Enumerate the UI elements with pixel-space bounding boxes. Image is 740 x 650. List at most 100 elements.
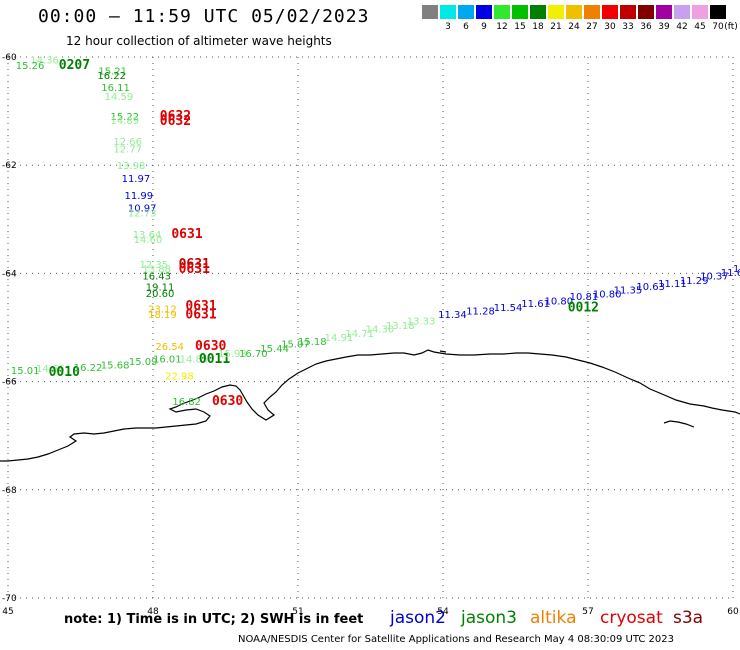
wave-height-label: 14.71	[345, 329, 374, 340]
scale-swatch	[476, 5, 492, 19]
scale-swatch	[710, 5, 726, 19]
scale-label: 27	[586, 22, 598, 32]
wave-height-label: 14.60	[134, 235, 163, 246]
wave-height-label: 12.35	[139, 260, 168, 271]
wave-height-label: 14.89	[110, 116, 139, 127]
wave-height-label: 15.93	[218, 349, 247, 360]
wave-height-label: 15.21	[98, 67, 127, 78]
wave-height-label: 15.07	[281, 340, 310, 351]
wave-height-label: 12.77	[113, 144, 142, 155]
scale-label: 45	[694, 22, 706, 32]
scale-swatch	[566, 5, 582, 19]
wave-height-label: 13.64	[133, 230, 162, 241]
wave-height-label: 10.80	[593, 289, 622, 300]
color-scale-legend: 3 6 9 12 15 18 21 24 27 30 33 36 39 42 45 70 (ft)	[422, 5, 740, 35]
wave-height-label: 16.01	[153, 354, 182, 365]
wave-height-label: 11.99	[124, 191, 153, 202]
antarctic-coastline	[0, 349, 740, 462]
wave-height-label: 15.22	[110, 112, 139, 123]
wave-height-label: 14.30	[366, 325, 395, 336]
wave-height-label: 22.98	[165, 372, 194, 383]
pass-time-label: 0011	[199, 352, 230, 367]
wave-height-label: 11.34	[438, 310, 467, 321]
wave-height-label: 15.26	[16, 61, 45, 72]
scale-label: 36	[640, 22, 652, 32]
lon-tick-label: 45	[2, 607, 13, 617]
scale-swatch	[602, 5, 618, 19]
lon-tick-label: 60	[727, 607, 739, 617]
scale-unit: (ft)	[724, 22, 738, 32]
coastline	[0, 349, 740, 462]
pass-time-label: 0010	[49, 365, 80, 380]
wave-height-label: 15.09	[129, 357, 158, 368]
scale-label: 15	[514, 22, 526, 32]
lat-tick-label: -66	[2, 378, 17, 388]
wave-height-label: 18.19	[148, 310, 177, 321]
wave-height-label: 15.01	[11, 366, 40, 377]
scale-swatch	[656, 5, 672, 19]
wave-height-label: 16.11	[101, 83, 130, 94]
wave-height-label: 14.91	[325, 333, 354, 344]
wave-height-label: 10.63	[636, 282, 665, 293]
wave-height-label: 11.54	[494, 303, 523, 314]
scale-swatch	[692, 5, 708, 19]
scale-label: 3	[445, 22, 451, 32]
wave-height-label: 15.18	[298, 337, 327, 348]
pass-time-label: 0207	[59, 58, 90, 73]
scale-label: 70	[712, 22, 724, 32]
wave-height-label: 10.97	[128, 203, 157, 214]
wave-height-label: 14.36	[30, 56, 59, 67]
coastline-fragment-east	[663, 420, 695, 428]
pass-time-label: 0631	[171, 227, 202, 242]
lat-tick-label: -60	[2, 53, 17, 63]
wave-height-label: 19.11	[146, 282, 175, 293]
page-title: 00:00 – 11:59 UTC 05/02/2023	[38, 6, 370, 27]
pass-time-label: 0631	[185, 299, 216, 314]
wave-height-label: 16.22	[74, 363, 103, 374]
lat-tick-label: -70	[2, 594, 17, 604]
wave-height-label: 11.97	[122, 174, 151, 185]
wave-height-label: 13.88	[142, 265, 171, 276]
wave-height-label: 14.66	[36, 364, 65, 375]
credit-line: NOAA/NESDIS Center for Satellite Applica…	[238, 634, 674, 645]
wave-height-label: 10.81	[570, 292, 599, 303]
wave-height-label: 15.68	[101, 360, 130, 371]
wave-height-label: 16.22	[97, 71, 126, 82]
wave-height-label: 16.70	[239, 349, 268, 360]
wave-height-label: 11.29	[680, 276, 709, 287]
scale-swatch	[458, 5, 474, 19]
lon-tick-label: 54	[437, 607, 449, 617]
wave-height-label: 20.60	[146, 289, 175, 300]
scale-swatch	[638, 5, 654, 19]
scale-label: 6	[463, 22, 469, 32]
lat-tick-label: -68	[2, 486, 17, 496]
scale-swatch	[584, 5, 600, 19]
scale-label: 21	[550, 22, 562, 32]
wave-height-label: 23.12	[148, 305, 177, 316]
pass-time-label: 0630	[195, 339, 226, 354]
satellite-jason2: jason2	[390, 608, 446, 628]
scale-swatch	[620, 5, 636, 19]
wave-height-label: 10.80	[545, 296, 574, 307]
scale-label: 42	[676, 22, 688, 32]
lat-tick-label: -62	[2, 161, 17, 171]
satellite-s3a: s3a	[673, 608, 704, 628]
wave-height-label: 16.82	[172, 397, 201, 408]
scale-swatch	[530, 5, 546, 19]
scale-swatch	[422, 5, 438, 19]
pass-time-label: 0631	[179, 262, 210, 277]
wave-height-label: 12.66	[113, 137, 142, 148]
scale-label: 30	[604, 22, 616, 32]
satellite-jason3: jason3	[461, 608, 517, 628]
wave-height-label: 11.35	[614, 286, 643, 297]
coastline-fragment-mid	[439, 350, 447, 353]
scale-swatch	[548, 5, 564, 19]
lon-tick-label: 51	[292, 607, 303, 617]
pass-time-label: 0012	[568, 300, 599, 315]
scale-swatch	[512, 5, 528, 19]
scale-label: 9	[481, 22, 487, 32]
wave-height-label: 12.73	[128, 208, 157, 219]
wave-height-label: 10.37	[700, 272, 729, 283]
wave-height-label: 14.59	[105, 92, 134, 103]
